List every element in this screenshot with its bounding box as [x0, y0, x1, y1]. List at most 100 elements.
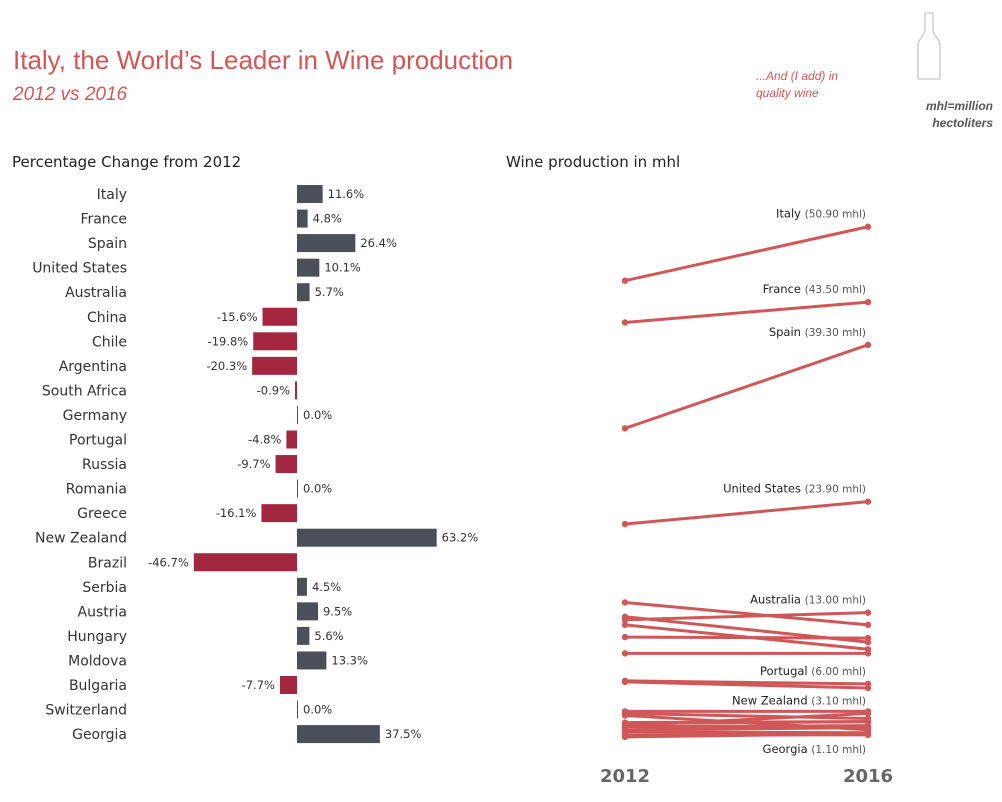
series-label-georgia: Georgia (1.10 mhl)	[763, 742, 866, 756]
slope-line-portugal	[623, 679, 870, 686]
point-2012-france	[621, 319, 629, 326]
category-label-italy: Italy	[97, 187, 127, 203]
category-label-australia: Australia	[65, 285, 127, 301]
units-line-1: mhl=million	[925, 99, 993, 113]
category-label-greece: Greece	[77, 506, 127, 522]
slope-line-australia	[623, 611, 870, 622]
bar-romania	[297, 479, 298, 498]
data-label-argentina: -20.3%	[206, 359, 247, 373]
slope-line-china	[623, 600, 870, 627]
point-2016-spain	[864, 341, 872, 349]
point-2012-argentina	[621, 621, 629, 629]
data-label-austria: 9.5%	[323, 604, 352, 618]
slope-line-hungary	[623, 724, 870, 729]
point-2016-russia	[864, 684, 872, 692]
category-label-chile: Chile	[92, 334, 127, 350]
data-label-germany: 0.0%	[303, 408, 332, 422]
bar-chart: Italy 11.6% France 4.8% Spain 26.4% United Sta…	[32, 185, 478, 744]
point-2012-china	[621, 599, 629, 606]
point-2012-chile	[621, 613, 629, 620]
slope-line-united-states	[623, 500, 870, 526]
category-label-south-africa: South Africa	[42, 383, 127, 399]
category-label-romania: Romania	[66, 482, 127, 498]
page-subtitle: 2012 vs 2016	[13, 84, 128, 105]
data-label-moldova: 13.3%	[331, 653, 368, 667]
point-2016-moldova	[864, 724, 872, 731]
category-label-new-zealand: New Zealand	[35, 531, 127, 547]
bar-italy	[297, 185, 323, 203]
bar-australia	[297, 283, 310, 302]
bar-bulgaria	[279, 676, 297, 694]
slope-line-russia	[623, 680, 870, 690]
data-label-romania: 0.0%	[303, 482, 332, 496]
point-2012-georgia	[621, 733, 629, 741]
units-line-2: hectoliters	[932, 116, 993, 130]
data-label-spain: 26.4%	[360, 236, 397, 250]
category-label-france: France	[80, 212, 127, 228]
data-label-russia: -9.7%	[237, 457, 270, 471]
point-2012-brazil	[621, 712, 629, 719]
data-label-chile: -19.8%	[208, 334, 249, 348]
slope-line-georgia	[623, 732, 870, 739]
point-2012-russia	[621, 678, 629, 686]
slope-chart-title: Wine production in mhl	[506, 153, 680, 171]
slope-line-greece	[623, 711, 870, 721]
category-label-united-states: United States	[32, 261, 127, 277]
data-label-greece: -16.1%	[216, 506, 257, 520]
annotation-line-2: quality wine	[756, 86, 819, 100]
category-label-china: China	[87, 310, 127, 326]
series-label-united-states: United States (23.90 mhl)	[723, 482, 866, 496]
series-label-france: France (43.50 mhl)	[763, 282, 866, 296]
bar-moldova	[297, 651, 327, 670]
point-2016-new-zealand	[864, 710, 872, 717]
bar-argentina	[252, 356, 297, 375]
slope-chart: Italy (50.90 mhl) France (43.50 mhl) Spain…	[621, 207, 872, 756]
bar-russia	[275, 455, 297, 474]
bar-china	[262, 307, 297, 326]
annotation: ...And (I add) in quality wine	[756, 68, 838, 102]
point-2012-south-africa	[621, 633, 629, 641]
slope-line-spain	[623, 343, 870, 430]
bar-new-zealand	[297, 528, 437, 547]
bar-south-africa	[295, 381, 297, 400]
bar-georgia	[297, 725, 380, 744]
data-label-georgia: 37.5%	[385, 727, 422, 741]
data-label-bulgaria: -7.7%	[242, 678, 275, 692]
series-label-italy: Italy (50.90 mhl)	[776, 207, 866, 221]
bar-austria	[297, 602, 318, 621]
data-label-serbia: 4.5%	[312, 580, 341, 594]
slope-line-italy	[623, 225, 870, 283]
point-2016-south-africa	[864, 634, 872, 642]
data-label-united-states: 10.1%	[324, 261, 361, 275]
units-note: mhl=million hectoliters	[853, 98, 993, 132]
point-2012-spain	[621, 425, 629, 432]
slope-line-bulgaria	[623, 730, 870, 735]
bar-france	[297, 209, 308, 228]
category-label-spain: Spain	[88, 236, 127, 252]
bar-chile	[253, 332, 297, 351]
bar-serbia	[297, 577, 307, 596]
category-label-switzerland: Switzerland	[45, 703, 127, 719]
category-label-hungary: Hungary	[67, 629, 127, 645]
data-label-south-africa: -0.9%	[257, 383, 290, 397]
category-label-georgia: Georgia	[72, 727, 127, 743]
slope-line-moldova	[623, 726, 870, 732]
series-label-australia: Australia (13.00 mhl)	[750, 593, 866, 607]
point-2016-china	[864, 621, 872, 629]
annotation-line-1: ...And (I add) in	[756, 69, 839, 83]
category-label-portugal: Portugal	[69, 433, 127, 449]
bar-spain	[297, 234, 356, 253]
bar-greece	[261, 504, 297, 523]
point-2016-italy	[864, 223, 872, 230]
data-label-brazil: -46.7%	[148, 555, 189, 569]
category-label-moldova: Moldova	[68, 653, 127, 669]
bar-brazil	[193, 553, 297, 572]
data-label-australia: 5.7%	[315, 285, 344, 299]
point-2012-germany	[621, 650, 629, 657]
slope-line-france	[623, 300, 870, 324]
series-label-spain: Spain (39.30 mhl)	[769, 325, 866, 339]
series-label-new-zealand: New Zealand (3.10 mhl)	[732, 693, 866, 707]
data-label-hungary: 5.6%	[314, 629, 343, 643]
point-2012-united-states	[621, 520, 629, 528]
category-label-russia: Russia	[82, 457, 127, 473]
